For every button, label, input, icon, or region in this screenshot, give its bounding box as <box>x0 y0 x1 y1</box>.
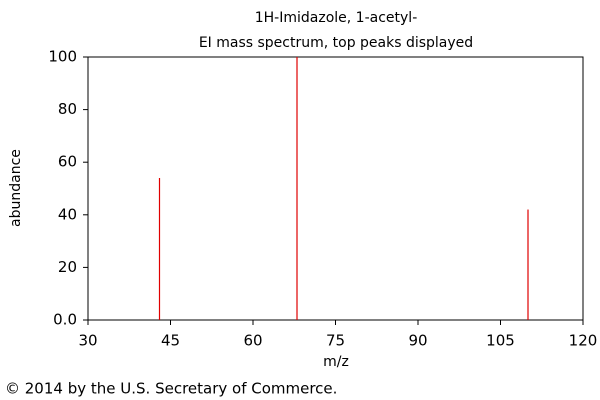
y-tick-label: 0.0 <box>53 311 77 329</box>
y-tick-label: 60 <box>58 153 77 171</box>
y-tick-label: 100 <box>48 48 77 66</box>
y-tick-label: 80 <box>58 100 77 118</box>
x-axis-label: m/z <box>323 354 349 370</box>
y-axis-label: abundance <box>8 149 24 227</box>
chart-title: 1H-Imidazole, 1-acetyl- <box>255 10 418 26</box>
chart-subtitle: EI mass spectrum, top peaks displayed <box>199 35 473 51</box>
y-tick-label: 40 <box>58 205 77 223</box>
x-tick-label: 60 <box>243 332 262 350</box>
x-tick-label: 90 <box>408 332 427 350</box>
plot-frame <box>87 56 584 321</box>
y-tick-label: 20 <box>58 258 77 276</box>
x-tick-label: 120 <box>569 332 598 350</box>
x-tick-label: 30 <box>78 332 97 350</box>
x-tick-label: 45 <box>161 332 180 350</box>
x-tick-label: 105 <box>486 332 515 350</box>
x-tick-label: 75 <box>326 332 345 350</box>
footer: © 2014 by the U.S. Secretary of Commerce… <box>5 380 337 398</box>
